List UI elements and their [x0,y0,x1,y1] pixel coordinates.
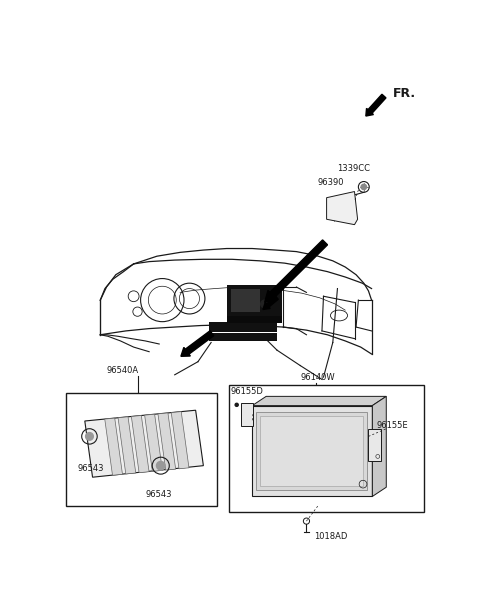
Text: 1339CC: 1339CC [336,164,370,173]
Text: 96155D: 96155D [230,387,264,396]
Circle shape [361,184,367,190]
FancyArrow shape [264,240,327,302]
Polygon shape [158,413,176,470]
Circle shape [156,461,165,470]
Circle shape [85,432,93,440]
Text: FR.: FR. [393,87,416,100]
Bar [252,406,372,497]
Text: 96390: 96390 [317,178,344,187]
Bar [256,412,367,490]
FancyArrow shape [181,331,214,356]
Bar [209,333,277,341]
Bar [240,402,253,426]
Bar [227,316,282,323]
Polygon shape [171,412,189,469]
Polygon shape [85,410,204,477]
FancyArrow shape [366,94,386,116]
Text: 96540A: 96540A [107,366,139,375]
Bar [229,385,424,512]
Bar [209,322,277,332]
Text: 96543: 96543 [145,490,172,499]
Circle shape [235,403,238,406]
Bar [230,289,260,312]
Polygon shape [144,414,162,471]
Bar [369,429,381,461]
Circle shape [261,300,268,308]
Polygon shape [105,418,122,475]
Polygon shape [252,396,386,406]
Text: 96140W: 96140W [300,373,335,382]
Bar [260,416,363,486]
Polygon shape [132,415,149,472]
Bar [227,286,282,322]
Polygon shape [118,417,136,474]
Polygon shape [372,396,386,497]
Text: 96155E: 96155E [376,421,408,430]
Text: 1018AD: 1018AD [314,532,348,541]
Text: 96543: 96543 [77,464,104,473]
Bar [66,393,217,506]
Polygon shape [326,192,358,224]
FancyArrow shape [263,296,278,309]
